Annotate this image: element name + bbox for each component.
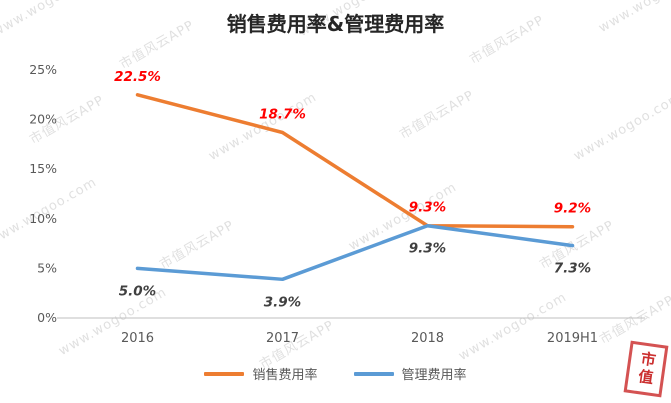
y-axis-tick-label: 25% <box>29 62 57 77</box>
x-axis-label: 2019H1 <box>547 331 598 346</box>
brand-seal-text: 市值 <box>635 349 658 389</box>
management-series-line <box>135 223 575 282</box>
data-label: 9.3% <box>409 241 446 257</box>
data-label: 7.3% <box>554 261 591 277</box>
brand-seal: 市值 <box>623 340 669 398</box>
management-line-swatch <box>353 371 394 376</box>
sales-series-line <box>135 93 575 229</box>
data-label: 9.3% <box>409 200 446 216</box>
legend-item-management: 管理费用率 <box>353 364 467 383</box>
data-label: 3.9% <box>264 294 301 310</box>
y-axis-tick-label: 15% <box>29 161 57 176</box>
legend-label-management: 管理费用率 <box>401 368 467 383</box>
data-label: 5.0% <box>119 283 156 299</box>
y-axis-tick-label: 5% <box>37 260 57 275</box>
y-axis-tick-label: 10% <box>29 211 57 226</box>
data-label: 9.2% <box>554 201 591 217</box>
data-label: 18.7% <box>259 106 306 122</box>
legend-item-sales: 销售费用率 <box>204 364 318 383</box>
chart-title: 销售费用率&管理费用率 <box>226 12 445 36</box>
y-axis-tick-label: 0% <box>37 310 57 325</box>
legend: 销售费用率 管理费用率 <box>0 364 671 383</box>
sales-line-swatch <box>204 371 245 376</box>
legend-label-sales: 销售费用率 <box>252 368 318 383</box>
x-axis-label: 2017 <box>266 331 299 346</box>
x-axis-label: 2016 <box>121 331 154 346</box>
y-axis-tick-label: 20% <box>29 112 57 127</box>
data-label: 22.5% <box>114 69 161 85</box>
x-axis-label: 2018 <box>411 331 444 346</box>
